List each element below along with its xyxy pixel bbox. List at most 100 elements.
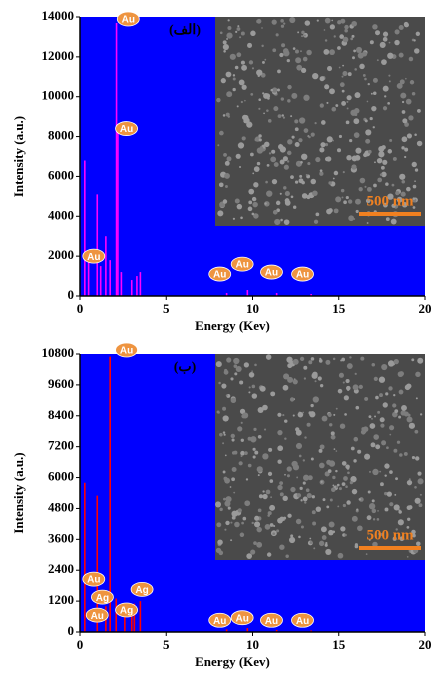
particle	[356, 508, 359, 511]
particle	[399, 536, 405, 542]
particle	[324, 471, 330, 477]
particle	[284, 437, 287, 440]
particle	[312, 396, 319, 403]
particle	[258, 147, 262, 152]
particle	[225, 185, 228, 188]
annotation-bubble	[82, 248, 106, 264]
particle	[240, 31, 245, 36]
particle	[311, 510, 316, 515]
particle	[341, 357, 346, 362]
particle	[230, 377, 234, 381]
particle	[248, 200, 253, 205]
particle	[223, 369, 229, 375]
particle	[319, 76, 325, 82]
particle	[242, 516, 247, 521]
particle	[389, 425, 395, 431]
particle	[351, 515, 358, 522]
particle	[256, 466, 263, 473]
particle	[283, 186, 287, 190]
particle	[331, 487, 336, 492]
particle	[277, 430, 283, 436]
particle	[417, 108, 421, 113]
x-axis-title: Energy (Kev)	[195, 318, 270, 333]
particle	[237, 508, 242, 513]
x-tick-label: 0	[77, 301, 84, 316]
particle	[219, 130, 224, 136]
particle	[314, 121, 317, 125]
particle	[323, 29, 326, 31]
particle	[296, 476, 299, 479]
particle	[317, 376, 322, 381]
particle	[286, 466, 292, 472]
particle	[234, 521, 240, 528]
particle	[283, 22, 286, 25]
particle	[304, 20, 311, 26]
particle	[351, 34, 355, 38]
particle	[233, 364, 238, 368]
particle	[311, 495, 315, 499]
particle	[301, 35, 304, 38]
particle	[232, 77, 236, 81]
particle	[237, 142, 245, 149]
particle	[349, 356, 352, 359]
particle	[336, 483, 340, 487]
particle	[256, 526, 262, 533]
particle	[325, 156, 330, 162]
particle	[286, 150, 292, 156]
particle	[346, 500, 351, 505]
particle	[251, 393, 258, 399]
particle	[355, 198, 361, 205]
particle	[272, 209, 278, 215]
y-axis-title: Intensity (a.u.)	[11, 116, 26, 197]
particle	[377, 410, 381, 414]
particle	[319, 357, 322, 360]
particle	[223, 433, 226, 436]
particle	[367, 490, 371, 494]
particle	[319, 462, 325, 469]
particle	[292, 379, 298, 385]
particle	[369, 116, 373, 121]
particle	[326, 459, 332, 465]
particle	[393, 394, 396, 397]
particle	[248, 391, 251, 394]
particle	[406, 479, 413, 486]
particle	[380, 423, 385, 428]
particle	[412, 184, 417, 189]
particle	[387, 52, 394, 59]
particle	[384, 474, 387, 477]
particle	[408, 56, 414, 62]
particle	[224, 160, 230, 166]
particle	[364, 77, 367, 81]
particle	[368, 415, 372, 419]
particle	[340, 359, 343, 362]
annotation-bubble	[230, 256, 254, 272]
particle	[250, 30, 256, 37]
particle	[248, 372, 255, 378]
y-tick-label: 8000	[48, 128, 74, 143]
particle	[319, 103, 324, 108]
particle	[257, 407, 264, 414]
particle	[366, 515, 372, 521]
particle	[389, 502, 394, 507]
particle	[309, 540, 313, 545]
particle	[349, 138, 353, 143]
particle	[250, 549, 256, 555]
particle	[302, 56, 308, 62]
particle	[267, 511, 272, 516]
particle	[353, 436, 359, 442]
particle	[283, 164, 289, 170]
particle	[351, 488, 358, 495]
particle	[300, 499, 303, 502]
particle	[408, 115, 414, 121]
particle	[415, 31, 421, 36]
particle	[399, 173, 406, 180]
particle	[222, 199, 228, 204]
particle	[372, 468, 379, 476]
particle	[327, 412, 332, 417]
particle	[329, 49, 335, 56]
particle	[225, 112, 230, 117]
particle	[283, 50, 290, 57]
particle	[271, 87, 278, 93]
particle	[352, 384, 359, 391]
particle	[282, 116, 286, 119]
